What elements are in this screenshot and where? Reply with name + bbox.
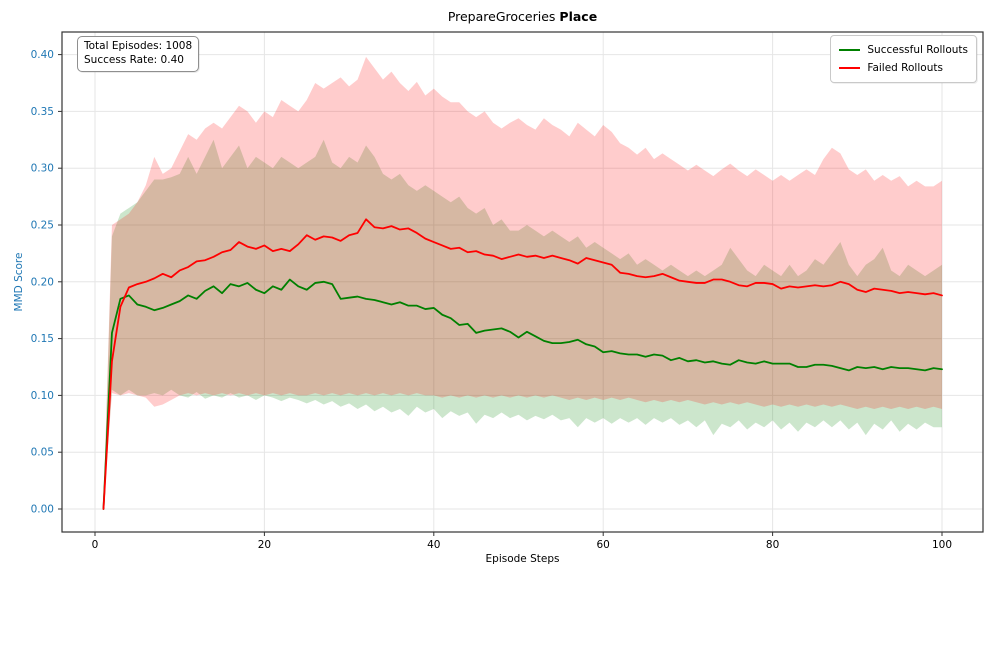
legend: Successful Rollouts Failed Rollouts — [830, 35, 977, 83]
x-axis-label: Episode Steps — [485, 553, 560, 565]
y-axis-label: MMD Score — [13, 252, 25, 312]
legend-item-successful: Successful Rollouts — [839, 41, 968, 59]
chart-title: PrepareGroceries Place — [62, 9, 983, 24]
y-tick-label: 0.15 — [31, 333, 54, 345]
line-successful-rollouts — [102, 278, 943, 510]
y-tick-label: 0.30 — [31, 163, 54, 175]
x-tick-label: 0 — [92, 539, 99, 551]
y-tick-label: 0.00 — [31, 504, 54, 516]
x-tick-label: 100 — [932, 539, 952, 551]
line-failed-rollouts — [102, 218, 943, 510]
legend-label-failed: Failed Rollouts — [867, 62, 943, 74]
legend-label-successful: Successful Rollouts — [867, 44, 968, 56]
x-tick-label: 20 — [258, 539, 271, 551]
y-tick-label: 0.40 — [31, 49, 54, 61]
y-tick-label: 0.25 — [31, 220, 54, 232]
y-tick-label: 0.10 — [31, 390, 54, 402]
y-tick-label: 0.20 — [31, 276, 54, 288]
legend-line-sample — [839, 49, 861, 51]
chart-title-bold: Place — [559, 9, 598, 24]
confidence-band-failed — [103, 56, 943, 509]
chart-title-regular: PrepareGroceries — [447, 9, 556, 24]
legend-line-sample — [839, 67, 861, 69]
stats-success-rate: Success Rate: 0.40 — [84, 54, 184, 67]
x-tick-label: 80 — [766, 539, 779, 551]
stats-total-episodes: Total Episodes: 1008 — [84, 40, 193, 52]
axes-spines — [61, 31, 984, 533]
stats-annotation-box: Total Episodes: 1008 Success Rate: 0.40 — [77, 36, 200, 72]
y-tick-label: 0.35 — [31, 106, 54, 118]
confidence-band-successful — [103, 139, 943, 510]
legend-item-failed: Failed Rollouts — [839, 59, 968, 77]
x-tick-label: 60 — [597, 539, 610, 551]
x-tick-label: 40 — [427, 539, 440, 551]
y-tick-label: 0.05 — [31, 447, 54, 459]
